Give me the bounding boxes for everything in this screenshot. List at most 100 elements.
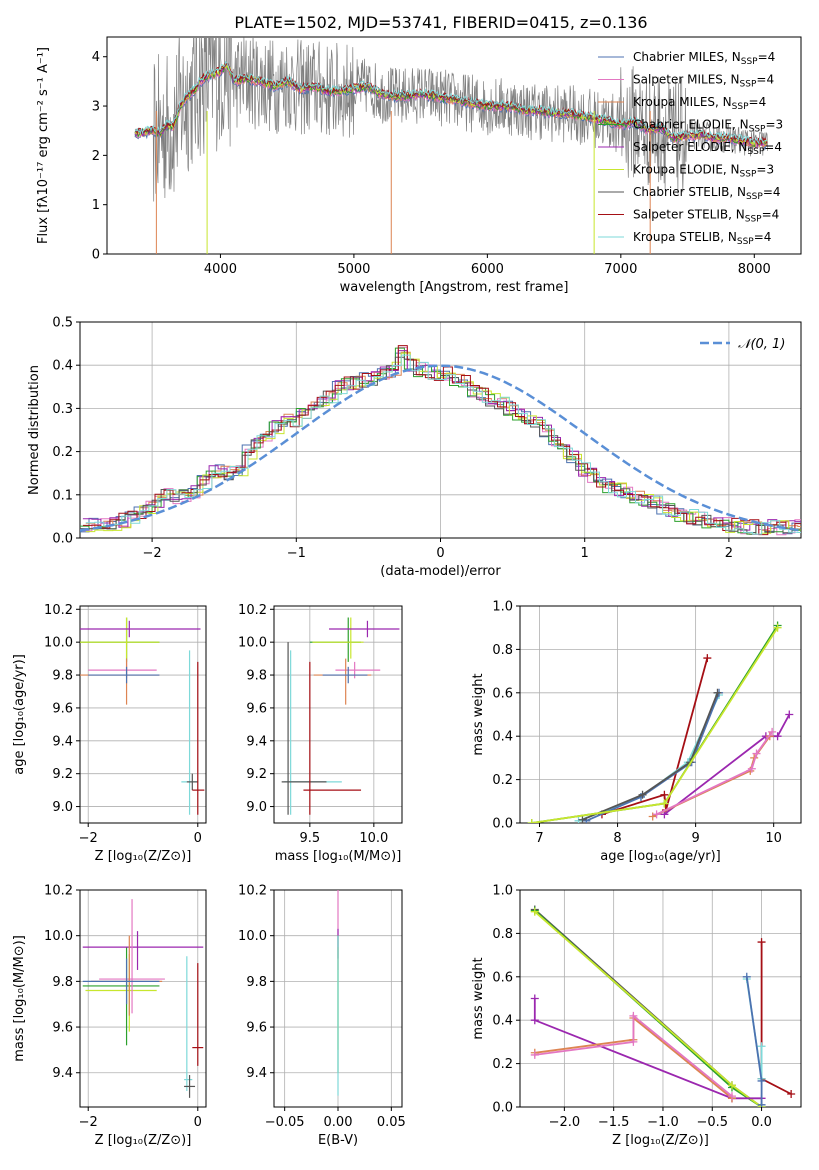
weight-marker <box>530 994 539 1003</box>
data-point <box>192 661 205 815</box>
data-point <box>82 947 160 1046</box>
y-tick-label: 9.2 <box>52 767 73 782</box>
y-tick-label: 9.8 <box>246 975 267 990</box>
legend-entry: Chabrier MILES, NSSP=4 <box>633 50 775 67</box>
weight-series-line <box>533 998 762 1100</box>
weight-series-line <box>534 909 763 1107</box>
data-point <box>99 899 165 1014</box>
x-tick-label: 9.5 <box>299 831 320 846</box>
y-tick-label: 0.4 <box>492 1014 513 1029</box>
y-tick-label: 9.4 <box>52 1066 73 1081</box>
y-axis-label: Normed distribution <box>27 365 42 495</box>
model-line <box>134 62 768 145</box>
data-point <box>80 617 160 659</box>
plot-area-spectrum <box>134 37 768 254</box>
weight-series-line <box>663 714 791 816</box>
weight-marker <box>757 1100 766 1107</box>
data-point <box>329 620 400 638</box>
axes-mass-vs-ebv: −0.05 0.00 0.05 9.4 9.6 9.8 10.0 10.2 E(B-V) <box>238 884 406 1149</box>
plot-frame <box>79 889 207 1108</box>
x-axis-label: Z [log₁₀(Z/Z⊙)] <box>95 1133 192 1148</box>
plot-area-residuals <box>80 345 801 536</box>
x-tick-label: 1 <box>581 546 589 561</box>
x-tick-label: 5000 <box>337 262 370 277</box>
x-tick-label: −1.5 <box>598 1115 630 1130</box>
y-tick-label: 9.4 <box>52 734 73 749</box>
legend-entry: 𝒩(0, 1) <box>738 337 785 352</box>
weight-series-line <box>531 627 779 823</box>
x-tick-label: −2 <box>143 546 162 561</box>
model-line <box>134 61 768 144</box>
x-tick-label: 4000 <box>204 262 237 277</box>
data-point <box>281 642 327 815</box>
plot-frame <box>106 36 802 255</box>
axes-spectrum: 4000 5000 6000 7000 8000 0 1 2 3 4 wavelength [Ang… <box>36 36 802 295</box>
x-tick-label: 8 <box>613 831 621 846</box>
data-point <box>80 617 160 662</box>
plot-area-massweight-vs-Z <box>530 905 796 1107</box>
normal-reference-curve <box>80 364 801 532</box>
y-tick-label: 1.0 <box>492 600 513 615</box>
x-tick-label: 0.00 <box>324 1115 353 1130</box>
legend-entry: Salpeter ELODIE, NSSP=4 <box>633 140 782 157</box>
data-point <box>309 617 362 662</box>
data-point <box>312 617 364 659</box>
weight-marker <box>530 1050 539 1059</box>
data-point <box>184 1075 196 1098</box>
axes-age-vs-Z: −2 0 9.0 9.2 9.4 9.6 9.8 10.0 10.2 Z [log₁₀(Z/Z⊙)… <box>12 603 207 864</box>
weight-marker <box>773 623 782 632</box>
y-tick-label: 0.4 <box>492 730 513 745</box>
weight-marker <box>652 810 661 819</box>
legend-entry: Chabrier ELODIE, NSSP=3 <box>633 118 783 135</box>
y-tick-label: 0.1 <box>52 488 73 503</box>
weight-marker <box>742 972 751 981</box>
y-tick-label: 10.0 <box>238 929 267 944</box>
y-tick-label: 0.6 <box>492 686 513 701</box>
weight-series-line <box>656 731 773 816</box>
data-point <box>82 958 160 1005</box>
y-tick-label: 0.6 <box>492 970 513 985</box>
legend-entry: Chabrier STELIB, NSSP=4 <box>633 185 781 202</box>
legend-spectrum: Chabrier MILES, NSSP=4 Salpeter MILES, NS… <box>598 50 783 247</box>
weight-series-line <box>531 625 779 823</box>
data-point <box>88 661 157 679</box>
weight-series-line <box>582 692 719 821</box>
y-tick-label: 9.0 <box>52 800 73 815</box>
y-tick-label: 1.0 <box>492 884 513 899</box>
x-tick-label: 6000 <box>471 262 504 277</box>
weight-series-line <box>760 942 792 1095</box>
x-tick-label: 0 <box>194 831 202 846</box>
axes-mass-vs-Z: −2 0 9.4 9.6 9.8 10.0 10.2 Z [log₁₀(Z/Z⊙)] mass … <box>12 884 207 1148</box>
x-tick-label: 0.05 <box>377 1115 406 1130</box>
x-tick-label: 0 <box>436 546 444 561</box>
x-tick-label: 0 <box>194 1115 202 1130</box>
weight-marker <box>660 799 669 808</box>
y-axis-label: mass [log₁₀(M/M⊙)] <box>12 935 27 1062</box>
plot-area-mass-vs-Z <box>82 899 204 1098</box>
weight-marker <box>757 1042 766 1051</box>
y-tick-label: 9.6 <box>246 701 267 716</box>
x-tick-label: 9 <box>691 831 699 846</box>
legend-entry: Salpeter STELIB, NSSP=4 <box>633 208 779 225</box>
x-tick-label: 2 <box>725 546 733 561</box>
y-tick-label: 0.8 <box>492 927 513 942</box>
y-tick-label: 10.0 <box>44 929 73 944</box>
x-tick-label: 0.0 <box>751 1115 772 1130</box>
y-tick-label: 3 <box>92 100 100 115</box>
residual-histogram-line <box>85 354 801 535</box>
weight-marker <box>660 790 669 799</box>
plot-frame <box>273 605 403 824</box>
x-tick-label: 7 <box>535 831 543 846</box>
data-point <box>186 773 198 791</box>
y-tick-label: 9.4 <box>246 1066 267 1081</box>
axes-residuals: −2 −1 0 1 2 0.0 0.1 0.2 0.3 0.4 0.5 (data-model)/er… <box>27 316 802 579</box>
y-tick-label: 9.8 <box>52 975 73 990</box>
residual-histogram-line <box>82 345 801 536</box>
plot-area-massweight-vs-age <box>527 621 794 823</box>
y-tick-label: 10.2 <box>238 603 267 618</box>
x-axis-label: Z [log₁₀(Z/Z⊙)] <box>612 1133 709 1148</box>
y-tick-label: 9.2 <box>246 767 267 782</box>
y-tick-label: 9.6 <box>246 1021 267 1036</box>
plot-frame <box>519 605 802 824</box>
